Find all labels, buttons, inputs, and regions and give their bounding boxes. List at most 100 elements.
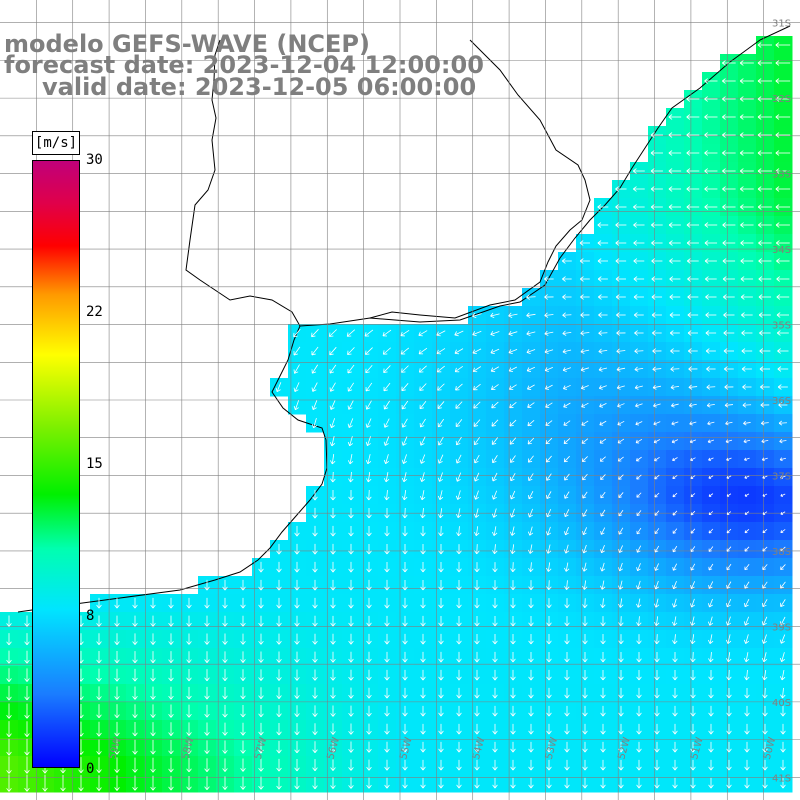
wind-arrow (635, 403, 643, 408)
wind-arrow (690, 510, 696, 516)
wind-arrow (739, 150, 754, 156)
wind-arrow (582, 473, 588, 481)
wind-arrow (723, 348, 735, 354)
wind-arrow (330, 561, 336, 573)
wind-arrow (419, 436, 426, 446)
wind-arrow (330, 507, 336, 519)
wind-arrow (690, 493, 696, 497)
wind-arrow (492, 544, 498, 555)
wind-arrow (564, 473, 570, 481)
wind-arrow (704, 168, 718, 174)
wind-arrow (775, 186, 791, 192)
wind-arrow (293, 346, 301, 356)
wind-arrow (704, 222, 718, 228)
wind-arrow (670, 348, 680, 354)
wind-arrow (402, 579, 408, 591)
colorbar-tick-8: 8 (86, 608, 95, 624)
wind-arrow (669, 276, 681, 282)
wind-arrow (418, 347, 428, 355)
wind-arrow (634, 384, 643, 390)
wind-arrow (723, 330, 735, 336)
wind-arrow (491, 419, 499, 427)
wind-arrow (690, 475, 696, 479)
wind-arrow (348, 579, 354, 591)
wind-arrow (618, 474, 624, 480)
wind-arrow (563, 384, 571, 390)
wind-arrow (564, 562, 570, 572)
wind-arrow (688, 366, 698, 372)
wind-arrow (329, 418, 336, 429)
wind-arrow (726, 457, 732, 462)
wind-arrow (739, 60, 754, 66)
wind-arrow (707, 421, 715, 426)
wind-arrow (347, 436, 354, 447)
wind-arrow (510, 544, 516, 554)
wind-arrow (777, 348, 789, 354)
wind-arrow (474, 562, 480, 573)
wind-arrow (492, 580, 498, 591)
wind-arrow (707, 439, 715, 444)
wind-arrow (329, 364, 337, 374)
wind-arrow (580, 366, 590, 372)
wind-arrow (491, 384, 499, 391)
wind-arrow (633, 276, 645, 282)
wind-arrow (527, 526, 534, 536)
wind-arrow (705, 330, 717, 336)
wind-arrow (778, 420, 787, 426)
wind-arrow (615, 276, 626, 282)
wind-arrow (704, 78, 718, 84)
wind-arrow (347, 364, 355, 374)
wind-arrow (473, 490, 480, 500)
wind-arrow (726, 493, 732, 497)
wind-arrow (563, 544, 570, 554)
wind-arrow (526, 312, 536, 318)
wind-arrow (687, 330, 698, 336)
wind-arrow (546, 473, 552, 481)
wind-arrow (706, 366, 716, 372)
wind-arrow (722, 204, 736, 210)
wind-arrow (708, 563, 714, 571)
wind-arrow (744, 475, 750, 479)
wind-arrow (562, 294, 572, 300)
wind-arrow (582, 491, 588, 499)
wind-arrow (329, 382, 336, 392)
wind-arrow (687, 294, 699, 300)
wind-arrow (346, 329, 356, 337)
wind-arrow (689, 421, 697, 426)
wind-arrow (706, 402, 715, 408)
wind-arrow (669, 294, 681, 300)
wind-arrow (775, 168, 791, 174)
wind-arrow (775, 204, 791, 210)
wind-arrow (509, 402, 517, 409)
wind-arrow (775, 42, 791, 48)
wind-arrow (293, 328, 301, 338)
wind-arrow (757, 168, 772, 174)
wind-arrow (545, 544, 552, 554)
wind-arrow (708, 546, 714, 552)
wind-arrow (739, 78, 754, 84)
wind-arrow (633, 222, 645, 228)
wind-arrow (722, 276, 735, 282)
wind-arrow (383, 365, 391, 373)
wind-arrow (779, 457, 786, 462)
wind-arrow (740, 258, 754, 264)
wind-arrow (527, 384, 535, 390)
wind-arrow (758, 240, 772, 246)
wind-arrow (726, 528, 732, 534)
wind-arrow (776, 240, 790, 246)
wind-arrow (402, 561, 408, 573)
wind-arrow (365, 400, 372, 410)
wind-arrow (330, 525, 336, 537)
wind-arrow (312, 579, 318, 591)
wind-arrow (636, 456, 642, 462)
wind-arrow (563, 438, 571, 444)
wind-arrow (636, 563, 641, 572)
wind-arrow (312, 489, 318, 501)
wind-arrow (311, 329, 319, 338)
wind-arrow (454, 348, 464, 355)
wind-arrow (776, 258, 790, 264)
wind-arrow (672, 563, 678, 571)
wind-arrow (726, 475, 732, 479)
wind-arrow (563, 455, 570, 463)
